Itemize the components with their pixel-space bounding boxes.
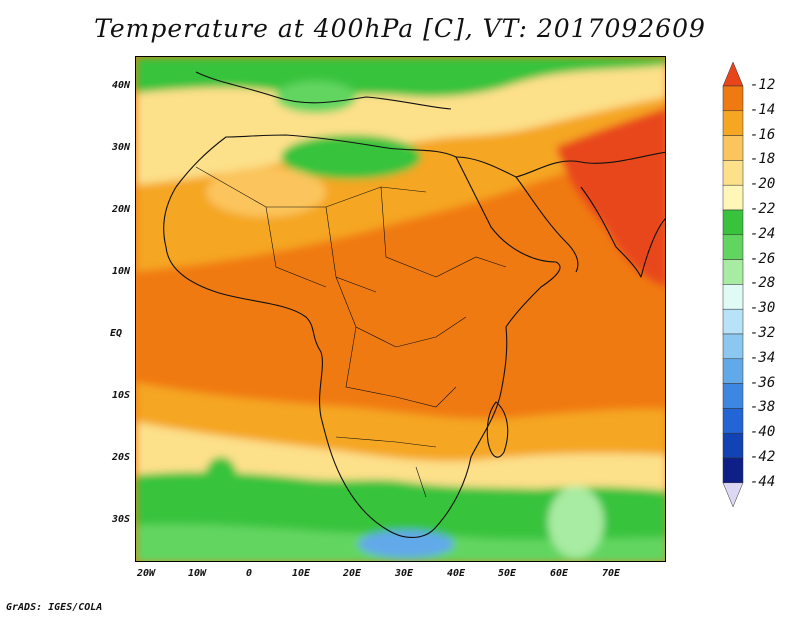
colorbar-level-label: -38 (750, 399, 776, 416)
colorbar-level-label: -40 (750, 424, 776, 441)
colorbar-box (722, 432, 744, 459)
colorbar-top-arrow (722, 61, 744, 87)
colorbar-box (722, 135, 744, 161)
colorbar-bottom-arrow (722, 482, 744, 508)
lon-label: 20W (136, 568, 156, 579)
colorbar-level-label: -16 (750, 126, 776, 143)
colorbar-box (722, 110, 744, 136)
north-yellow-band (136, 65, 665, 185)
colorbar-box (722, 457, 744, 484)
colorbar-level-label: -24 (750, 225, 776, 242)
colorbar-level-label: -18 (750, 151, 776, 168)
europe-cool-patch (276, 81, 356, 113)
lon-label: 40E (446, 568, 466, 579)
africa-coastline (163, 134, 561, 538)
colorbar (722, 61, 744, 508)
cold-pool-south-indian-ocean (548, 486, 604, 558)
colorbar-level-label: -20 (750, 176, 776, 193)
warm-core-arabia-india (556, 107, 665, 287)
europe-coastline (195, 71, 452, 110)
colorbar-level-label: -32 (750, 325, 776, 341)
colorbar-box (722, 184, 744, 211)
colorbar-box (722, 234, 744, 260)
colorbar-level-label: -26 (750, 250, 776, 267)
lon-label: 20E (342, 568, 362, 579)
lat-label: EQ (109, 328, 122, 339)
india-coastline (580, 186, 665, 278)
north-cold-band (136, 57, 665, 97)
cold-pool-south-africa (358, 530, 454, 558)
north-orange-band (136, 97, 665, 272)
coastlines (163, 71, 665, 538)
temperature-map (135, 56, 666, 562)
lon-label: 70E (601, 568, 621, 579)
credit-text: GrADS: IGES/COLA (6, 602, 103, 613)
sahara-yellow-patch (206, 167, 326, 217)
cool-patch-south-atlantic (205, 457, 237, 497)
colorbar-level-label: -14 (750, 101, 776, 118)
colorbar-box (722, 358, 744, 384)
asia-coastline (455, 151, 665, 178)
lat-label: 10N (111, 266, 130, 277)
lon-label: 50E (497, 568, 517, 579)
colorbar-level-label: -36 (750, 374, 776, 391)
country-borders (195, 166, 507, 498)
colorbar-box (722, 209, 744, 236)
colorbar-box (722, 408, 744, 434)
colorbar-level-label: -44 (750, 473, 776, 490)
colorbar-box (722, 160, 744, 186)
colorbar-box (722, 284, 744, 310)
lon-label: 60E (549, 568, 569, 579)
mediterranean-cold-band (281, 135, 421, 179)
lon-label: 10W (187, 568, 207, 579)
colorbar-box (722, 383, 744, 409)
temperature-field (136, 57, 665, 561)
lat-label: 20S (111, 452, 130, 463)
lon-label: 30E (394, 568, 414, 579)
madagascar-coastline (486, 401, 509, 458)
colorbar-box (722, 333, 744, 360)
map-title: Temperature at 400hPa [C], VT: 201709260… (94, 14, 706, 43)
colorbar-level-label: -34 (750, 349, 776, 366)
colorbar-level-label: -12 (750, 77, 776, 93)
lon-label: 0 (245, 568, 253, 579)
colorbar-level-label: -42 (750, 449, 776, 465)
lat-label: 40N (111, 80, 130, 91)
colorbar-level-label: -28 (750, 275, 776, 292)
arabia-coastline (515, 176, 579, 273)
colorbar-level-label: -22 (750, 201, 776, 217)
lat-label: 10S (111, 390, 130, 401)
colorbar-box (722, 308, 744, 335)
colorbar-box (722, 259, 744, 285)
lat-label: 20N (111, 204, 130, 215)
lat-label: 30S (111, 514, 130, 525)
lat-label: 30N (111, 142, 130, 153)
lon-label: 10E (291, 568, 311, 579)
colorbar-level-label: -30 (750, 300, 776, 317)
colorbar-box (722, 85, 744, 112)
